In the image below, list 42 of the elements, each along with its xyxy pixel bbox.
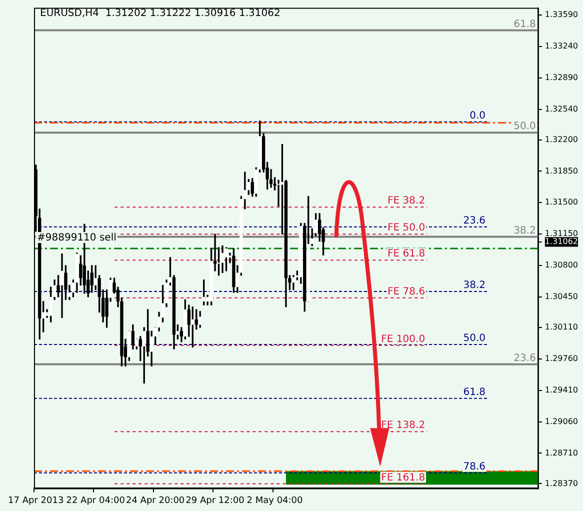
y-tick-label: 1.28370	[544, 478, 578, 488]
annotation: 61.8	[463, 387, 486, 398]
annotation: #98899110 sell	[37, 232, 116, 244]
annotation: FE 161.8	[381, 472, 426, 484]
y-tick-label: 1.29760	[544, 354, 578, 363]
y-tick-label: 1.31062	[544, 237, 578, 246]
y-tick-label: 1.28710	[544, 448, 578, 458]
y-tick-label: 1.30800	[544, 260, 578, 270]
annotation: 38.2	[514, 225, 536, 236]
x-tick-label: 2 May 04:00	[246, 496, 304, 506]
annotation: FE 78.6	[388, 286, 426, 298]
annotation: 23.6	[463, 215, 486, 226]
annotation: 50.0	[463, 333, 486, 344]
annotation: FE 61.8	[388, 248, 426, 260]
annotation: 50.0	[514, 121, 536, 132]
y-tick-label: 1.32200	[544, 134, 578, 144]
y-tick-label: 1.30110	[544, 322, 578, 332]
annotation: FE 50.0	[388, 222, 426, 234]
y-tick-label: 1.29060	[544, 416, 578, 426]
y-tick-label: 1.33240	[544, 41, 578, 50]
annotation: FE 100.0	[381, 334, 426, 346]
y-tick-label: 1.32890	[544, 72, 578, 82]
annotation: 78.6	[463, 462, 486, 473]
x-tick-label: 22 Apr 04:00	[66, 496, 126, 506]
x-tick-label: 24 Apr 20:00	[126, 496, 185, 506]
y-tick-label: 1.32540	[544, 104, 578, 114]
y-tick-label: 1.31850	[544, 166, 578, 176]
y-tick-label: 1.31150	[544, 229, 578, 238]
x-tick-label: 29 Apr 12:00	[186, 496, 245, 506]
candlestick	[60, 254, 64, 318]
chart-title: EURUSD,H4 1.31202 1.31222 1.30916 1.31062	[40, 8, 280, 19]
y-tick-label: 1.29410	[544, 385, 578, 394]
annotation: 0.0	[470, 110, 486, 122]
annotation: FE 38.2	[388, 196, 426, 207]
x-tick-label: 17 Apr 2013	[8, 496, 64, 506]
y-tick-label: 1.30450	[544, 292, 578, 302]
y-tick-label: 1.31500	[544, 198, 578, 207]
annotation: 61.8	[514, 18, 536, 30]
annotation: FE 138.2	[381, 420, 426, 432]
annotation: 38.2	[463, 280, 486, 292]
annotation: 23.6	[514, 352, 536, 364]
y-tick-label: 1.33590	[544, 10, 578, 20]
